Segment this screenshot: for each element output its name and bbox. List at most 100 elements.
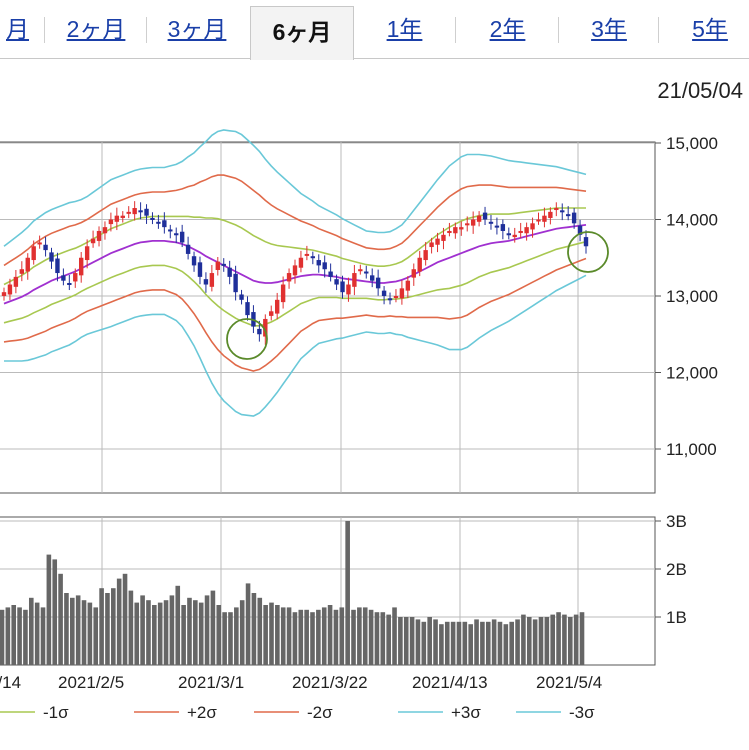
candle-up <box>114 215 120 222</box>
y-tick-label: 11,000 <box>666 440 717 459</box>
volume-bar <box>316 609 321 665</box>
candle-up <box>429 242 434 248</box>
volume-bar <box>175 585 181 665</box>
candle-up <box>417 257 422 272</box>
volume-bar <box>11 605 17 665</box>
candle-down <box>221 263 226 266</box>
x-tick-label: 1/14 <box>0 673 21 692</box>
volume-bar <box>462 621 468 665</box>
candle-up <box>102 227 108 234</box>
volume-bar <box>474 619 479 665</box>
volume-bar <box>75 595 81 665</box>
candle-up <box>263 318 268 337</box>
tab-1-month[interactable]: 月 <box>0 0 45 58</box>
candle-up <box>120 215 125 218</box>
volume-bar <box>105 593 110 665</box>
volume-bar <box>497 621 503 665</box>
candle-down <box>168 229 173 232</box>
tab-3-months[interactable]: 3ヶ月 <box>167 16 227 42</box>
candle-up <box>13 276 19 287</box>
candle-up <box>298 257 304 268</box>
volume-bar <box>122 573 128 665</box>
volume-bar <box>169 595 175 665</box>
candle-up <box>269 311 274 316</box>
volume-bar <box>269 602 274 665</box>
volume-bar <box>368 609 374 665</box>
tab-6-months[interactable]: 6ヶ月 <box>250 6 354 60</box>
candle-up <box>542 215 547 222</box>
candle-down <box>387 298 393 301</box>
candle-down <box>185 244 191 254</box>
candle-up <box>393 296 399 298</box>
volume-bar <box>157 602 163 665</box>
volume-bar <box>415 619 421 665</box>
volume-bar <box>526 617 532 665</box>
volume-bar <box>304 609 309 665</box>
volume-bar <box>251 593 257 665</box>
candle-down <box>370 275 375 281</box>
candle-up <box>209 273 215 287</box>
volume-bar <box>263 605 268 665</box>
candle-down <box>138 210 143 213</box>
candle-down <box>506 233 511 236</box>
candle-up <box>126 211 131 214</box>
price-y-axis: 15,000 14,000 13,000 12,000 11,000 <box>655 134 718 459</box>
candle-down <box>488 221 494 224</box>
volume-bar <box>515 619 520 665</box>
candle-up <box>280 284 286 303</box>
volume-bar <box>386 614 391 665</box>
candle-up <box>399 288 405 299</box>
candle-up <box>465 223 470 226</box>
annotation-circles <box>226 231 609 360</box>
volume-bar <box>380 612 386 665</box>
candle-down <box>328 271 333 277</box>
candle-up <box>84 246 90 261</box>
candle-up <box>405 280 411 291</box>
tab-2-months[interactable]: 2ヶ月 <box>45 0 147 58</box>
volume-bar <box>351 609 356 665</box>
candle-down <box>310 256 316 259</box>
vol-tick-label: 3B <box>666 512 687 531</box>
tab-5-years[interactable]: 5年 <box>692 16 728 42</box>
volume-bar <box>491 619 497 665</box>
candle-up <box>554 208 559 211</box>
volume-bar <box>485 621 491 665</box>
volume-bar <box>204 595 210 665</box>
candle-up <box>31 246 36 261</box>
candle-down <box>560 210 565 213</box>
candle-down <box>67 282 72 285</box>
volume-bar <box>544 617 550 665</box>
candlesticks <box>1 201 589 345</box>
tab-1-year[interactable]: 1年 <box>353 0 456 58</box>
chart-date-label: 21/05/04 <box>657 78 743 103</box>
volume-bar <box>503 624 509 665</box>
x-tick-label: 2021/3/1 <box>178 673 244 692</box>
candle-down <box>61 275 66 281</box>
volume-y-axis: 3B 2B 1B <box>655 512 687 627</box>
candle-up <box>524 227 529 234</box>
volume-bar <box>298 609 304 665</box>
volume-bar <box>46 554 52 665</box>
volume-bar <box>257 597 263 665</box>
candle-up <box>25 257 30 272</box>
tab-2-years[interactable]: 2年 <box>456 0 559 58</box>
volume-bar <box>550 614 556 665</box>
highlight-circle-low <box>226 318 268 360</box>
volume-bar <box>163 600 169 665</box>
y-tick-label: 14,000 <box>666 211 718 230</box>
candle-down <box>162 220 167 228</box>
candle-down <box>55 258 60 274</box>
volume-bar <box>362 607 368 665</box>
volume-bar <box>450 621 456 665</box>
volume-bar <box>509 621 514 665</box>
candle-up <box>459 227 464 230</box>
volume-bar <box>17 607 22 665</box>
volume-bar <box>128 590 134 665</box>
tab-3-years[interactable]: 3年 <box>559 0 659 58</box>
volume-bars <box>0 521 585 665</box>
candle-up <box>96 230 102 241</box>
volume-bar <box>228 612 233 665</box>
volume-bar <box>40 607 46 665</box>
volume-bar <box>562 614 567 665</box>
